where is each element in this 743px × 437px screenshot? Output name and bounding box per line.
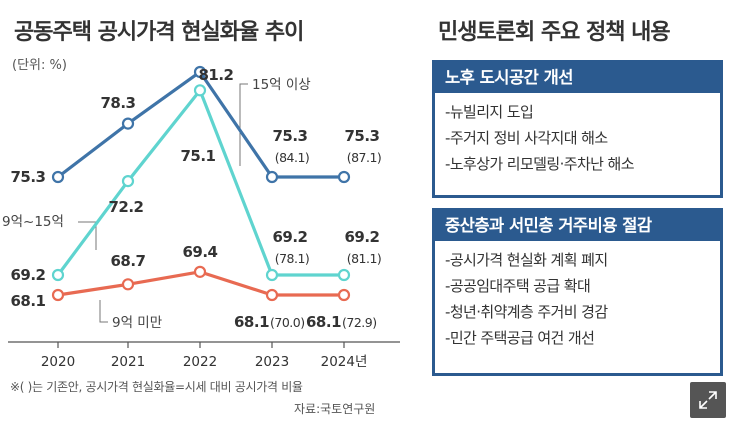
policy-item: -주거지 정비 사각지대 해소 [445,129,608,147]
data-label-previous: (87.1) [347,150,382,165]
policy-panel: 민생토론회 주요 정책 내용 노후 도시공간 개선 -뉴빌리지 도입 -주거지 … [428,0,743,437]
data-label: 75.3 [344,127,379,145]
data-label: 78.3 [100,94,135,112]
policy-title: 민생토론회 주요 정책 내용 [438,20,671,45]
data-point [337,268,351,282]
x-tick-label: 2023 [255,354,289,370]
data-label-previous: (81.1) [347,251,382,266]
data-point [121,117,135,130]
data-point [265,170,279,184]
policy-item-list: -뉴빌리지 도입 -주거지 정비 사각지대 해소 -노후상가 리모델링·주차난 … [435,93,720,181]
policy-item-list: -공시가격 현실화 계획 폐지 -공공임대주택 공급 확대 -청년·취약계층 주… [435,241,720,355]
series-label: 9억~15억 [2,214,64,230]
x-tick-label: 2021 [111,354,145,370]
chart-title: 공동주택 공시가격 현실화율 추이 [14,20,304,45]
data-point [337,170,351,184]
x-tick-label: 2022 [183,354,217,370]
data-point [337,288,351,302]
data-label-previous: (72.9) [342,315,377,330]
policy-box-header: 중산층과 서민층 거주비용 절감 [435,211,720,241]
policy-item: -청년·취약계층 주거비 경감 [445,303,608,321]
series-label-connector [239,83,248,166]
policy-item: -공시가격 현실화 계획 폐지 [445,251,608,269]
x-tick-label: 2024년 [321,354,368,370]
data-label: 75.3 [10,168,45,186]
policy-item: -공공임대주택 공급 확대 [445,277,591,295]
data-label-previous: (84.1) [275,150,310,165]
data-label: 68.1 [234,313,269,331]
policy-box-cost: 중산층과 서민층 거주비용 절감 -공시가격 현실화 계획 폐지 -공공임대주택… [432,208,723,376]
policy-box-urban: 노후 도시공간 개선 -뉴빌리지 도입 -주거지 정비 사각지대 해소 -노후상… [432,60,723,198]
chart-panel: 공동주택 공시가격 현실화율 추이 (단위: %) 2020 2021 2022 20… [2,20,400,416]
data-label: 69.2 [344,228,379,246]
policy-item: -민간 주택공급 여건 개선 [445,329,595,347]
data-point [121,175,135,188]
data-point [193,65,207,79]
expand-icon [699,391,717,409]
data-point [193,265,207,278]
data-label: 69.4 [182,243,217,261]
x-tick-label: 2020 [41,354,75,370]
data-label-previous: (70.0) [270,315,305,330]
source-label: 자료:국토연구원 [294,402,376,416]
series-label: 15억 이상 [252,77,311,93]
data-label: 75.1 [180,147,215,165]
data-point [265,288,279,302]
policy-item: -노후상가 리모델링·주차난 해소 [445,155,635,173]
data-point [51,288,65,302]
series-label: 9억 미만 [112,315,162,331]
data-label: 81.2 [198,66,233,84]
data-point [51,268,65,282]
data-label: 69.2 [10,266,45,284]
data-label: 75.3 [272,127,307,145]
data-label: 69.2 [272,228,307,246]
data-label: 68.7 [110,252,145,270]
line-chart: 2020 2021 2022 2023 2024년 75.3 78.3 81.2 75.3 75.… [2,65,400,370]
data-label-previous: (78.1) [275,251,310,266]
data-point [193,84,207,97]
data-label: 72.2 [108,198,143,216]
expand-button[interactable] [690,382,726,418]
data-label: 68.1 [10,292,45,310]
policy-box-header: 노후 도시공간 개선 [435,63,720,93]
policy-item: -뉴빌리지 도입 [445,103,534,121]
unit-label: (단위: %) [12,58,67,73]
series-label-connector [99,300,108,323]
data-point [265,268,279,282]
data-point [51,170,65,184]
data-point [121,278,135,291]
footnote: ※( )는 기존안, 공시가격 현실화율=시세 대비 공시가격 비율 [10,380,303,394]
data-label: 68.1 [306,313,341,331]
